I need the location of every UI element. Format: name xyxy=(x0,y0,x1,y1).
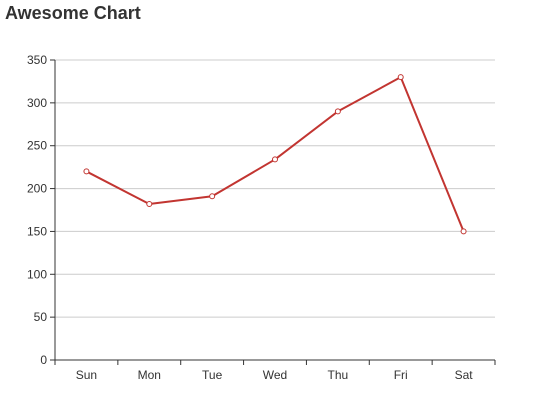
chart-title: Awesome Chart xyxy=(5,3,141,23)
x-tick-label: Mon xyxy=(138,368,161,382)
data-point[interactable] xyxy=(146,201,153,207)
x-tick-labels: Sun Mon Tue Wed Thu Fri Sat xyxy=(76,368,473,382)
y-tick-label: 300 xyxy=(27,96,47,110)
y-tick-label: 250 xyxy=(27,139,47,153)
y-tick-label: 350 xyxy=(27,53,47,67)
data-point[interactable] xyxy=(83,168,90,175)
y-tick-label: 0 xyxy=(40,353,47,367)
axes xyxy=(50,59,496,365)
grid-lines xyxy=(55,59,495,318)
x-tick-label: Thu xyxy=(328,368,349,382)
y-tick-label: 200 xyxy=(27,182,47,196)
y-tick-label: 100 xyxy=(27,267,47,281)
series-line xyxy=(85,76,465,232)
x-tick-label: Tue xyxy=(202,368,223,382)
data-point[interactable] xyxy=(334,108,341,115)
data-point[interactable] xyxy=(460,228,467,235)
y-tick-label: 150 xyxy=(27,224,47,238)
data-point[interactable] xyxy=(397,74,404,81)
data-point[interactable] xyxy=(209,193,216,200)
y-tick-label: 50 xyxy=(34,310,48,324)
series xyxy=(83,74,467,235)
x-tick-label: Wed xyxy=(263,368,287,382)
x-tick-label: Fri xyxy=(394,368,408,382)
x-tick-label: Sun xyxy=(76,368,97,382)
data-point[interactable] xyxy=(272,156,278,163)
x-tick-label: Sat xyxy=(455,368,474,382)
y-tick-labels: 0 50 100 150 200 250 300 350 xyxy=(27,53,47,367)
